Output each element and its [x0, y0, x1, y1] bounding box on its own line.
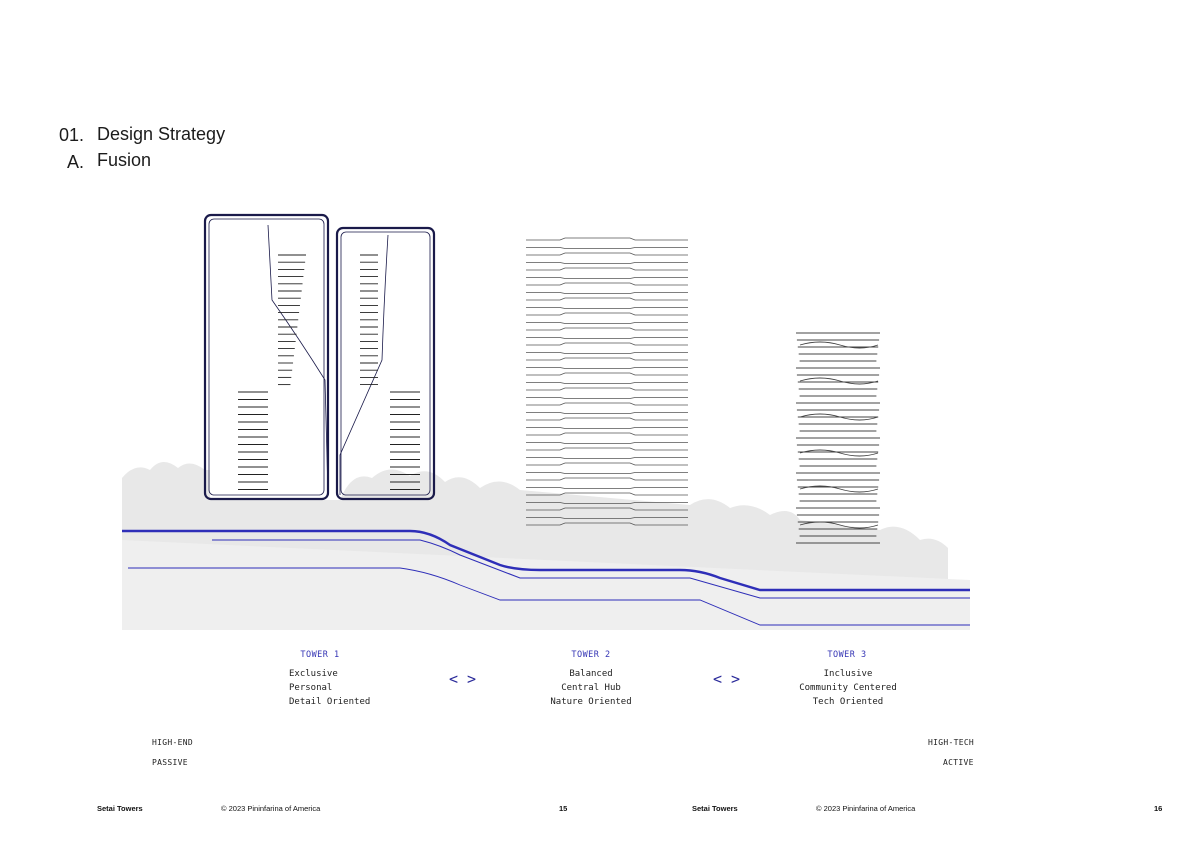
connector-arrows-2-3: < >	[713, 670, 741, 688]
floor-slab	[526, 507, 688, 511]
floor-slab	[526, 462, 688, 466]
tower-1-label: TOWER 1	[300, 650, 340, 660]
footer-right-project: Setai Towers	[692, 804, 738, 813]
tower-3-line: Community Centered	[799, 683, 897, 693]
floor-plate-curve	[799, 413, 879, 421]
floor-slab	[526, 327, 688, 331]
floor-slab	[526, 447, 688, 451]
floor-slab	[526, 412, 688, 414]
floor-slab	[526, 442, 688, 444]
floor-slab	[526, 297, 688, 301]
floor-slab	[526, 237, 688, 241]
floor-slab	[526, 352, 688, 354]
floor-slab	[526, 252, 688, 256]
tower-2-line: Nature Oriented	[550, 697, 632, 707]
tower-1-description: Exclusive Personal Detail Oriented	[289, 667, 449, 709]
tower-2-line: Balanced	[569, 669, 613, 679]
floor-slab	[526, 427, 688, 429]
tower-2-description: Balanced Central Hub Nature Oriented	[511, 667, 671, 709]
floor-slab	[526, 492, 688, 496]
tower-3-line: Tech Oriented	[812, 697, 884, 707]
section-number: 01.	[58, 125, 84, 145]
sub-letter: A.	[66, 152, 84, 172]
tower-2-line: Central Hub	[561, 683, 621, 693]
tower-1-line: Detail Oriented	[289, 697, 371, 707]
floor-plate-curve	[799, 485, 879, 493]
sub-title: Fusion	[97, 150, 152, 170]
tower-2-label: TOWER 2	[571, 650, 611, 660]
tower-3-line: Inclusive	[823, 669, 873, 679]
section-title: Design Strategy	[97, 124, 226, 144]
floor-slab	[526, 402, 688, 406]
tower-1-floor-lines	[238, 254, 420, 490]
floor-slab	[526, 292, 688, 294]
floor-slab	[526, 487, 688, 489]
scale-right-top: HIGH-TECH	[928, 738, 975, 747]
floor-slab	[526, 522, 688, 526]
floor-slab	[526, 322, 688, 324]
scale-left-bottom: PASSIVE	[152, 758, 188, 767]
floor-plate-curve	[799, 377, 879, 385]
floor-plate-curve	[799, 341, 879, 349]
floor-slab	[526, 382, 688, 384]
tower-1-line: Exclusive	[289, 669, 338, 679]
foliage-band	[122, 461, 970, 630]
floor-slab	[526, 387, 688, 391]
floor-slab	[526, 517, 688, 519]
tower-1-drawing	[203, 213, 436, 501]
floor-slab	[526, 477, 688, 481]
floor-plate-curve	[799, 521, 879, 529]
scale-right-bottom: ACTIVE	[943, 758, 974, 767]
floor-slab	[526, 357, 688, 361]
floor-slab	[526, 432, 688, 436]
floor-slab	[526, 337, 688, 339]
floor-slab	[526, 267, 688, 271]
ground-lines	[122, 529, 970, 626]
tower-3-label: TOWER 3	[827, 650, 867, 660]
scale-left-top: HIGH-END	[152, 738, 193, 747]
floor-slab	[526, 282, 688, 286]
floor-slab	[526, 502, 688, 504]
floor-slab	[526, 247, 688, 249]
footer-left-project: Setai Towers	[97, 804, 143, 813]
tower-3-floor-lines	[796, 332, 880, 544]
floor-slab	[526, 312, 688, 316]
floor-slab	[526, 262, 688, 264]
floor-slab	[526, 307, 688, 309]
floor-slab	[526, 457, 688, 459]
floor-slab	[526, 342, 688, 346]
footer-left-page-number: 15	[559, 804, 568, 813]
floor-slab	[526, 367, 688, 369]
tower-2-floor-lines	[526, 237, 688, 526]
floor-slab	[526, 472, 688, 474]
floor-plate-curve	[799, 449, 879, 457]
floor-slab	[526, 417, 688, 421]
footer-right-page-number: 16	[1154, 804, 1163, 813]
tower-1-line: Personal	[289, 683, 333, 693]
floor-slab	[526, 277, 688, 279]
connector-arrows-1-2: < >	[449, 670, 477, 688]
tower-3-description: Inclusive Community Centered Tech Orient…	[768, 667, 928, 709]
footer-left-copyright: © 2023 Pininfarina of America	[221, 804, 321, 813]
footer-right-copyright: © 2023 Pininfarina of America	[816, 804, 916, 813]
floor-slab	[526, 397, 688, 399]
floor-slab	[526, 372, 688, 376]
